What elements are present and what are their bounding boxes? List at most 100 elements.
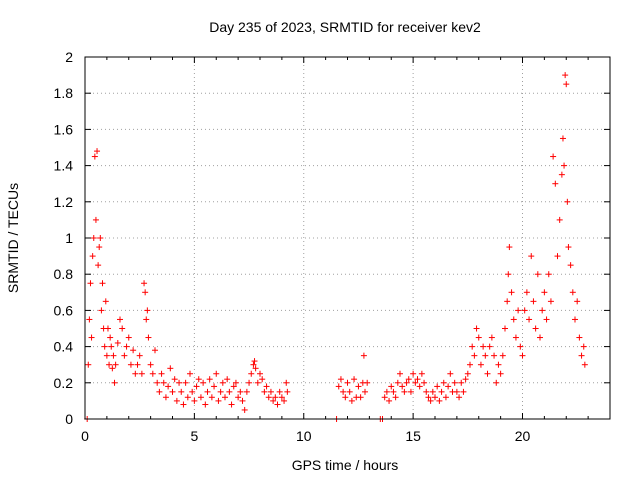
- data-point: [482, 352, 489, 359]
- data-point: [357, 394, 364, 401]
- data-point: [458, 379, 465, 386]
- data-point: [506, 244, 513, 251]
- data-point: [519, 352, 526, 359]
- data-point: [248, 370, 255, 377]
- data-point: [156, 388, 163, 395]
- data-point: [191, 397, 198, 404]
- y-tick-label: 1.6: [54, 121, 74, 137]
- data-point: [158, 370, 165, 377]
- data-point: [442, 394, 449, 401]
- data-point: [167, 365, 174, 372]
- data-point: [552, 180, 559, 187]
- data-point: [98, 307, 105, 314]
- data-point: [447, 370, 454, 377]
- data-point: [110, 352, 117, 359]
- data-point: [438, 388, 445, 395]
- data-point: [197, 394, 204, 401]
- data-point: [144, 307, 151, 314]
- data-point: [241, 406, 248, 413]
- data-point: [348, 397, 355, 404]
- data-point: [145, 334, 152, 341]
- data-point: [112, 361, 119, 368]
- y-tick-label: 1.8: [54, 85, 74, 101]
- plot-area-border: [84, 56, 611, 420]
- data-point: [195, 376, 202, 383]
- data-point: [239, 397, 246, 404]
- data-point: [410, 370, 417, 377]
- data-point: [427, 397, 434, 404]
- data-point: [123, 343, 130, 350]
- data-point: [537, 334, 543, 341]
- data-point: [102, 298, 109, 305]
- data-point: [414, 376, 421, 383]
- data-point: [104, 325, 111, 332]
- data-point: [87, 280, 94, 287]
- data-point: [103, 352, 110, 359]
- y-tick-label: 1: [65, 230, 73, 246]
- data-point: [230, 383, 237, 390]
- y-tick-label: 0.4: [54, 339, 74, 355]
- y-tick-label: 0.6: [54, 302, 74, 318]
- data-point: [162, 394, 169, 401]
- axis-ticks: 0 5 10 15 20 0 0.2 0.4 0.6 0.8 1 1.2 1.4 1.6 1.8 2: [54, 49, 610, 444]
- data-point: [165, 383, 172, 390]
- data-point: [567, 262, 574, 269]
- data-point: [267, 388, 274, 395]
- data-point: [453, 388, 460, 395]
- data-point: [576, 334, 583, 341]
- data-point: [547, 298, 554, 305]
- data-point: [204, 388, 211, 395]
- data-point: [246, 379, 253, 386]
- data-point: [337, 376, 344, 383]
- data-point: [495, 361, 502, 368]
- data-point: [532, 325, 539, 332]
- data-point: [114, 339, 121, 346]
- data-point: [480, 343, 487, 350]
- x-tick-label: 0: [81, 428, 89, 444]
- data-point: [545, 271, 552, 278]
- data-point: [107, 334, 114, 341]
- data-point: [445, 383, 452, 390]
- data-point: [462, 376, 469, 383]
- data-point: [193, 383, 200, 390]
- data-point: [581, 361, 588, 368]
- grid-lines: [85, 57, 610, 419]
- data-point: [504, 298, 511, 305]
- data-point: [440, 379, 447, 386]
- y-tick-label: 1.2: [54, 194, 74, 210]
- data-point: [109, 365, 116, 372]
- data-point: [189, 388, 196, 395]
- data-point: [562, 72, 569, 79]
- data-point: [558, 171, 565, 178]
- data-point: [508, 289, 515, 296]
- data-point: [108, 343, 115, 350]
- data-point: [219, 379, 226, 386]
- data-point: [261, 388, 268, 395]
- data-point: [130, 347, 137, 354]
- data-point: [152, 347, 158, 354]
- data-point: [355, 383, 362, 390]
- data-point: [243, 388, 250, 395]
- data-point: [399, 383, 406, 390]
- data-point: [121, 352, 128, 359]
- data-point: [405, 376, 412, 383]
- data-point: [171, 376, 178, 383]
- data-point: [232, 379, 239, 386]
- data-point: [97, 235, 104, 241]
- data-point: [559, 135, 566, 142]
- data-point: [222, 394, 228, 401]
- data-point: [491, 352, 498, 359]
- data-point: [436, 397, 443, 404]
- data-point: [228, 401, 235, 408]
- data-point: [451, 379, 458, 386]
- y-tick-label: 1.4: [54, 158, 74, 174]
- data-point: [497, 370, 504, 377]
- data-point: [388, 383, 395, 390]
- data-point: [510, 316, 517, 323]
- data-point: [259, 376, 266, 383]
- data-point: [134, 361, 141, 368]
- data-point: [281, 397, 288, 404]
- data-point: [141, 280, 148, 287]
- data-point: [169, 388, 176, 395]
- data-point: [257, 370, 263, 377]
